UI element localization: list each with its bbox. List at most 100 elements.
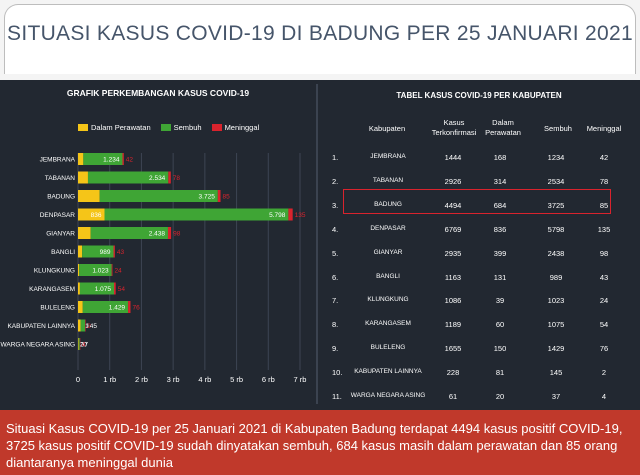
cell-kabupaten: KLUNGKUNG <box>367 296 409 304</box>
bar-meninggal-denpasar <box>288 208 293 221</box>
cell-perawatan: 60 <box>495 320 505 330</box>
bar-meninggal-kabupaten-lainnya <box>85 319 86 332</box>
cell-meninggal: 98 <box>599 248 609 258</box>
cell-kasus: 1086 <box>444 296 462 306</box>
x-tick-label: 0 <box>76 375 80 384</box>
bar-dalam-perawatan-klungkung <box>78 264 80 276</box>
header-kasus: Kasus Terkonfirmasi <box>431 118 477 137</box>
cell-kasus: 4494 <box>444 200 462 210</box>
data-label-meninggal: 24 <box>114 268 122 275</box>
data-label-meninggal: 4 <box>82 342 86 349</box>
bar-sembuh-gianyar <box>90 227 168 239</box>
cell-meninggal: 54 <box>599 320 609 330</box>
data-label-sembuh: 989 <box>100 249 111 256</box>
cell-kasus: 2926 <box>444 176 462 186</box>
bar-meninggal-gianyar <box>167 227 172 239</box>
legend-item-sembuh: Sembuh <box>160 123 202 132</box>
data-label-sembuh: 1.429 <box>109 305 126 312</box>
data-label-meninggal: 76 <box>132 305 140 312</box>
panel-divider <box>316 84 318 404</box>
bar-sembuh-kabupaten-lainnya <box>80 319 86 332</box>
cell-no: 3. <box>332 200 339 210</box>
legend-swatch-meninggal <box>211 124 222 131</box>
caption-box: Situasi Kasus COVID-19 per 25 Januari 20… <box>0 410 640 475</box>
x-tick-label: 7 rb <box>294 375 307 384</box>
legend-label-meninggal: Meninggal <box>224 123 260 132</box>
table-row: 1. JEMBRANA 1444 168 1234 42 <box>318 146 640 170</box>
cell-kasus: 1655 <box>444 344 462 354</box>
bar-dalam-perawatan-buleleng <box>78 301 83 313</box>
cell-kasus: 1444 <box>444 153 462 162</box>
cell-kabupaten: TABANAN <box>372 176 404 184</box>
cell-meninggal: 135 <box>597 224 611 234</box>
legend-item-perawatan: Dalam Perawatan <box>78 123 151 132</box>
cell-perawatan: 836 <box>493 224 507 234</box>
cell-no: 7. <box>332 296 339 306</box>
table-row: 3. BADUNG 4494 684 3725 85 <box>318 194 640 218</box>
cell-kasus: 61 <box>448 392 458 401</box>
cell-meninggal: 24 <box>599 296 609 306</box>
data-label-meninggal: 135 <box>295 212 306 219</box>
cell-kabupaten: WARGA NEGARA ASING <box>350 392 426 399</box>
cell-meninggal: 43 <box>599 272 609 282</box>
cell-sembuh: 2438 <box>547 248 565 258</box>
category-label: BANGLI <box>51 249 75 256</box>
bar-sembuh-buleleng <box>82 301 129 313</box>
bar-meninggal-jembrana <box>122 153 124 165</box>
bar-dalam-perawatan-badung <box>78 190 100 202</box>
cell-no: 1. <box>332 153 339 162</box>
x-tick-label: 2 rb <box>135 375 148 384</box>
data-label-meninggal: 2 <box>87 323 91 330</box>
data-label-sembuh: 5.798 <box>269 212 286 219</box>
data-label-sembuh: 1.023 <box>92 268 109 275</box>
legend-swatch-sembuh <box>160 124 171 131</box>
cell-no: 4. <box>332 224 339 234</box>
cell-kabupaten: KABUPATEN LAINNYA <box>354 368 422 376</box>
header-kabupaten: Kabupaten <box>368 124 406 133</box>
bar-meninggal-tabanan <box>168 171 171 184</box>
chart-title: GRAFIK PERKEMBANGAN KASUS COVID-19 <box>66 88 250 98</box>
stacked-bar-chart: 01 rb2 rb3 rb4 rb5 rb6 rb7 rbJEMBRANA168… <box>0 153 307 384</box>
cell-kabupaten: KARANGASEM <box>365 320 411 328</box>
cell-kasus: 228 <box>446 368 460 378</box>
bar-dalam-perawatan-tabanan <box>78 171 88 184</box>
cell-sembuh: 989 <box>549 272 563 282</box>
data-label-sembuh: 37 <box>81 342 89 349</box>
category-label: DENPASAR <box>40 212 76 219</box>
category-label: BULELENG <box>40 305 75 312</box>
bar-dalam-perawatan-kabupaten-lainnya <box>78 319 81 332</box>
bar-dalam-perawatan-denpasar <box>78 208 105 221</box>
table-row: 8. KARANGASEM 1189 60 1075 54 <box>318 313 640 337</box>
bar-meninggal-buleleng <box>128 301 131 313</box>
table-row: 6. BANGLI 1163 131 989 43 <box>318 266 640 290</box>
cell-meninggal: 85 <box>599 200 609 210</box>
bar-sembuh-badung <box>99 190 218 202</box>
cell-kasus: 1189 <box>444 320 462 330</box>
category-label: KABUPATEN LAINNYA <box>7 323 75 330</box>
cell-kabupaten: GIANYAR <box>373 248 403 256</box>
data-label-meninggal: 42 <box>126 157 134 164</box>
cell-no: 2. <box>332 176 339 186</box>
cell-sembuh: 3725 <box>547 200 565 210</box>
cell-no: 9. <box>332 344 339 354</box>
cell-perawatan: 314 <box>493 176 507 186</box>
cell-perawatan: 39 <box>495 296 505 306</box>
cell-kabupaten: BADUNG <box>374 200 402 208</box>
caption-text: Situasi Kasus COVID-19 per 25 Januari 20… <box>6 421 623 470</box>
bar-meninggal-bangli <box>113 245 115 258</box>
legend-item-meninggal: Meninggal <box>211 123 260 132</box>
table-row: 5. GIANYAR 2935 399 2438 98 <box>318 242 640 266</box>
cell-meninggal: 76 <box>599 344 609 354</box>
cell-perawatan: 399 <box>493 248 507 258</box>
cell-kabupaten: BULELENG <box>370 344 406 352</box>
data-label-meninggal: 54 <box>118 286 126 293</box>
cell-no: 5. <box>332 248 339 258</box>
legend-label-sembuh: Sembuh <box>173 123 202 132</box>
table-row: 9. BULELENG 1655 150 1429 76 <box>318 337 640 361</box>
cell-kabupaten: JEMBRANA <box>370 153 406 160</box>
category-label: TABANAN <box>45 175 76 182</box>
bar-sembuh-jembrana <box>83 153 123 165</box>
bar-dalam-perawatan-karangasem <box>78 282 80 295</box>
category-label: WARGA NEGARA ASING <box>0 342 75 349</box>
data-label-sembuh: 3.725 <box>199 194 216 201</box>
